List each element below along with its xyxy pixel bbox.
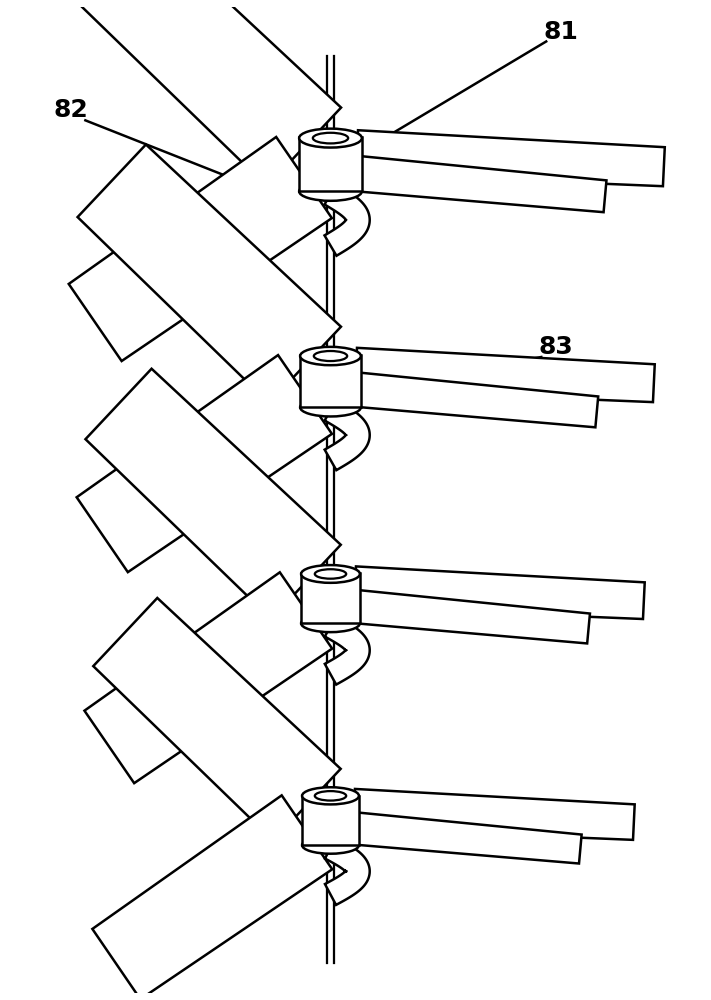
Polygon shape	[77, 145, 341, 403]
Ellipse shape	[302, 787, 359, 804]
Bar	[301, 573, 360, 623]
Polygon shape	[356, 130, 665, 186]
Polygon shape	[353, 590, 590, 643]
Polygon shape	[93, 598, 341, 841]
Ellipse shape	[302, 837, 359, 854]
Polygon shape	[70, 0, 341, 186]
Polygon shape	[69, 137, 332, 361]
Ellipse shape	[299, 182, 362, 201]
Ellipse shape	[313, 133, 348, 143]
Text: 83: 83	[539, 335, 573, 359]
Polygon shape	[324, 184, 370, 256]
Polygon shape	[325, 400, 370, 470]
Text: 82: 82	[53, 98, 88, 122]
Ellipse shape	[299, 129, 362, 148]
Ellipse shape	[300, 398, 361, 416]
Polygon shape	[92, 795, 332, 999]
Polygon shape	[325, 616, 370, 685]
Text: 81: 81	[543, 20, 578, 44]
Ellipse shape	[315, 569, 346, 579]
Polygon shape	[354, 566, 645, 619]
Bar	[299, 137, 362, 191]
Ellipse shape	[301, 565, 360, 583]
Ellipse shape	[315, 791, 346, 801]
Polygon shape	[354, 372, 598, 427]
Polygon shape	[353, 789, 635, 840]
Polygon shape	[85, 572, 332, 783]
Polygon shape	[325, 838, 370, 905]
Polygon shape	[356, 156, 606, 212]
Bar	[300, 355, 361, 407]
Ellipse shape	[300, 347, 361, 365]
Polygon shape	[353, 812, 582, 864]
Polygon shape	[85, 369, 341, 619]
Ellipse shape	[301, 614, 360, 632]
Bar	[302, 796, 359, 845]
Polygon shape	[77, 355, 332, 572]
Ellipse shape	[314, 351, 347, 361]
Polygon shape	[355, 348, 655, 402]
